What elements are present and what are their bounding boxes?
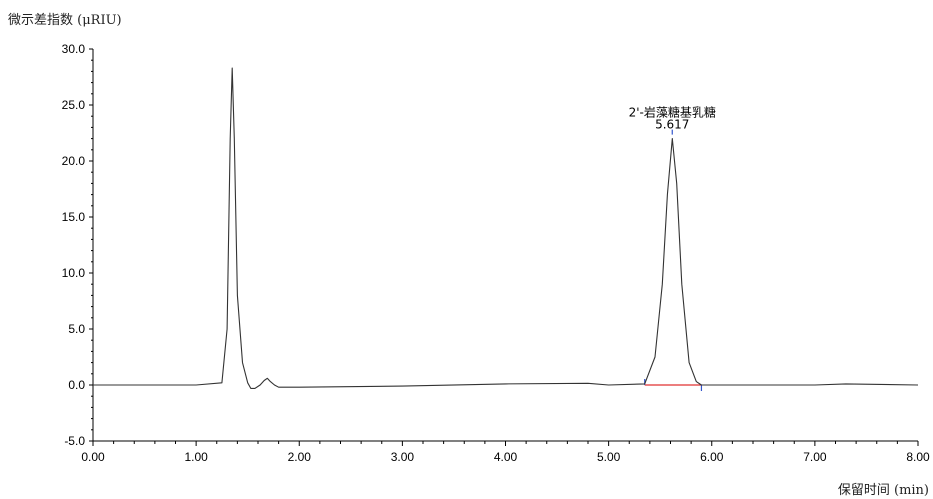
y-tick-label: -5.0 xyxy=(64,434,85,448)
x-tick-label: 3.00 xyxy=(391,450,415,464)
x-tick-label: 7.00 xyxy=(803,450,827,464)
signal-line xyxy=(93,67,919,389)
peak-label: 2'-岩藻糖基乳糖 xyxy=(629,105,716,120)
y-tick-label: 5.0 xyxy=(68,322,85,336)
peak-retention-time: 5.617 xyxy=(655,118,689,132)
x-tick-label: 6.00 xyxy=(700,450,724,464)
y-tick-label: 15.0 xyxy=(62,210,86,224)
x-tick-label: 0.00 xyxy=(81,450,105,464)
y-tick-label: 0.0 xyxy=(68,378,85,392)
x-tick-label: 2.00 xyxy=(288,450,312,464)
y-axis-label: 微示差指数 (μRIU) xyxy=(8,13,122,28)
x-axis-label: 保留时间 (min) xyxy=(837,483,929,498)
y-tick-label: 25.0 xyxy=(62,98,86,112)
x-tick-label: 4.00 xyxy=(494,450,518,464)
x-tick-label: 5.00 xyxy=(597,450,621,464)
y-tick-label: 20.0 xyxy=(62,154,86,168)
x-tick-label: 8.00 xyxy=(906,450,930,464)
x-tick-label: 1.00 xyxy=(184,450,208,464)
axes: -5.0 0.0 5.0 10.0 15.0 20.0 25.0 30.0 0.00 1.00 2.… xyxy=(62,42,930,464)
y-tick-label: 30.0 xyxy=(62,42,86,56)
y-tick-label: 10.0 xyxy=(62,266,86,280)
